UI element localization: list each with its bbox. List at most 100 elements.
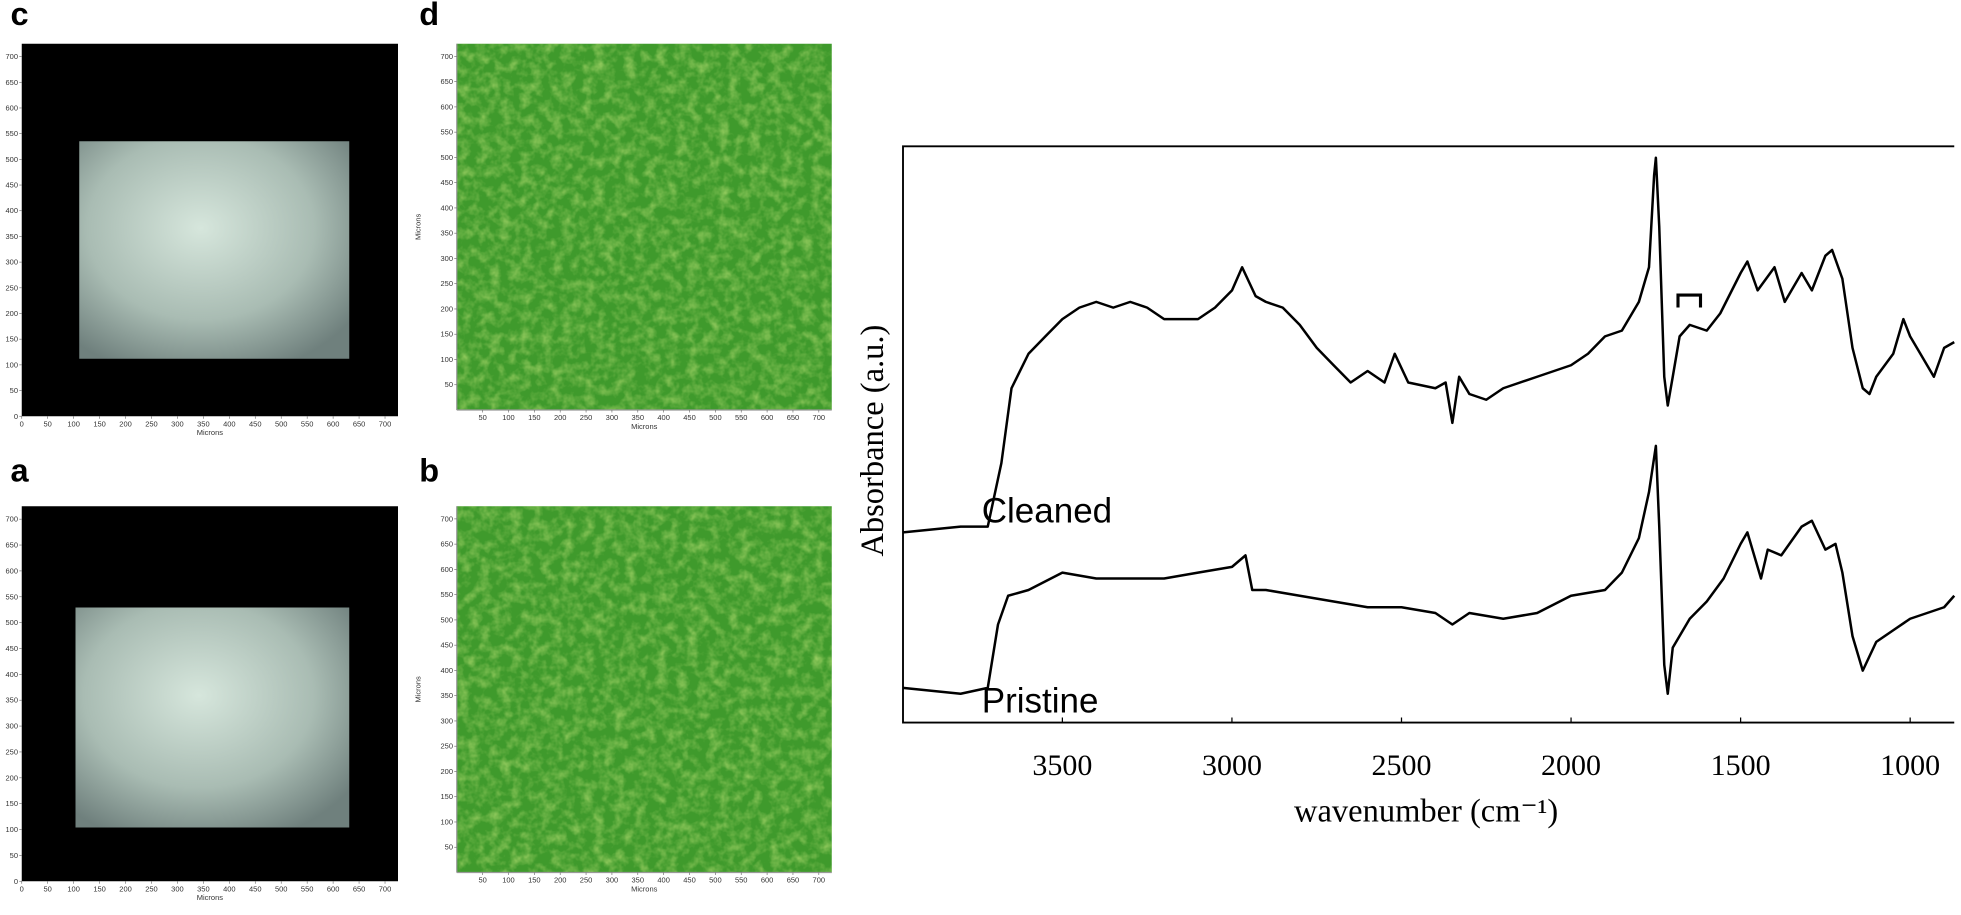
panel-label: a bbox=[11, 452, 30, 488]
x-tick-label: 250 bbox=[145, 884, 158, 893]
y-tick-label: 150 bbox=[440, 330, 453, 339]
y-tick-label: 500 bbox=[5, 155, 18, 164]
x-axis-label: wavenumber (cm⁻¹) bbox=[1294, 793, 1558, 829]
x-axis-label: Microns bbox=[197, 428, 224, 437]
x-tick-label: 300 bbox=[171, 884, 184, 893]
panel-label: c bbox=[11, 0, 29, 32]
spectrum-line bbox=[902, 156, 1955, 534]
y-axis-label: Microns bbox=[414, 676, 423, 703]
x-axis-label: Microns bbox=[197, 893, 224, 902]
x-tick-label: 600 bbox=[761, 413, 774, 422]
y-tick-label: 250 bbox=[5, 283, 18, 292]
micrograph bbox=[79, 141, 350, 359]
x-tick-label: 50 bbox=[44, 884, 52, 893]
x-tick-label: 550 bbox=[301, 419, 314, 428]
x-tick-label: 200 bbox=[554, 413, 567, 422]
x-tick-label: 600 bbox=[327, 419, 340, 428]
y-tick-label: 650 bbox=[5, 78, 18, 87]
x-tick-label: 650 bbox=[787, 413, 800, 422]
x-tick-label: 0 bbox=[20, 884, 24, 893]
y-tick-label: 450 bbox=[440, 641, 453, 650]
x-tick-label: 700 bbox=[813, 413, 826, 422]
y-tick-label: 200 bbox=[440, 304, 453, 313]
plot-frame bbox=[902, 145, 1955, 724]
y-axis-label: Absorbance (a.u.) bbox=[855, 325, 891, 557]
x-tick-label: 500 bbox=[275, 884, 288, 893]
y-tick-label: 50 bbox=[10, 386, 18, 395]
x-axis-label: Microns bbox=[631, 422, 658, 431]
y-tick-label: 650 bbox=[440, 540, 453, 549]
panel-label: b bbox=[419, 452, 439, 488]
y-tick-label: 300 bbox=[5, 722, 18, 731]
y-tick-label: 100 bbox=[440, 355, 453, 364]
y-tick-label: 50 bbox=[445, 380, 453, 389]
x-tick-label: 100 bbox=[502, 413, 515, 422]
y-tick-label: 100 bbox=[440, 817, 453, 826]
x-tick-label: 700 bbox=[379, 884, 392, 893]
y-tick-label: 400 bbox=[5, 670, 18, 679]
y-tick-label: 550 bbox=[5, 129, 18, 138]
x-tick-label: 650 bbox=[787, 876, 800, 885]
y-tick-label: 700 bbox=[5, 52, 18, 61]
x-tick-label: 250 bbox=[580, 876, 593, 885]
x-tick-label: 1500 bbox=[1711, 749, 1771, 782]
y-tick-label: 450 bbox=[5, 644, 18, 653]
y-tick-label: 0 bbox=[14, 412, 18, 421]
ir-map-texture bbox=[456, 43, 832, 410]
x-tick-label: 550 bbox=[735, 876, 748, 885]
x-tick-label: 600 bbox=[761, 876, 774, 885]
y-tick-label: 100 bbox=[5, 825, 18, 834]
y-tick-label: 400 bbox=[5, 206, 18, 215]
x-tick-label: 50 bbox=[478, 413, 486, 422]
y-tick-label: 550 bbox=[440, 128, 453, 137]
x-tick-label: 250 bbox=[145, 419, 158, 428]
x-tick-label: 350 bbox=[632, 876, 645, 885]
x-tick-label: 550 bbox=[301, 884, 314, 893]
y-tick-label: 250 bbox=[440, 279, 453, 288]
x-tick-label: 50 bbox=[44, 419, 52, 428]
x-tick-label: 300 bbox=[171, 419, 184, 428]
y-tick-label: 350 bbox=[440, 691, 453, 700]
x-tick-label: 3500 bbox=[1032, 749, 1092, 782]
y-tick-label: 100 bbox=[5, 360, 18, 369]
x-tick-label: 250 bbox=[580, 413, 593, 422]
y-tick-label: 350 bbox=[5, 232, 18, 241]
x-tick-label: 3000 bbox=[1202, 749, 1262, 782]
y-tick-label: 350 bbox=[5, 696, 18, 705]
x-tick-label: 100 bbox=[67, 884, 80, 893]
x-tick-label: 450 bbox=[683, 876, 696, 885]
x-tick-label: 2000 bbox=[1541, 749, 1601, 782]
x-tick-label: 600 bbox=[327, 884, 340, 893]
y-axis-label: Microns bbox=[414, 214, 423, 241]
x-tick-label: 150 bbox=[528, 876, 541, 885]
x-tick-label: 200 bbox=[554, 876, 567, 885]
x-tick-label: 450 bbox=[683, 413, 696, 422]
y-tick-label: 150 bbox=[5, 799, 18, 808]
x-tick-label: 400 bbox=[223, 419, 236, 428]
x-tick-label: 500 bbox=[709, 413, 722, 422]
y-tick-label: 600 bbox=[5, 566, 18, 575]
x-tick-label: 350 bbox=[632, 413, 645, 422]
y-tick-label: 300 bbox=[5, 258, 18, 267]
y-tick-label: 0 bbox=[14, 877, 18, 886]
x-tick-label: 650 bbox=[353, 884, 366, 893]
y-tick-label: 450 bbox=[5, 181, 18, 190]
x-tick-label: 650 bbox=[353, 419, 366, 428]
panel-label: d bbox=[419, 0, 439, 32]
x-tick-label: 50 bbox=[478, 876, 486, 885]
y-tick-label: 500 bbox=[440, 153, 453, 162]
series-label: Pristine bbox=[982, 682, 1099, 721]
x-tick-label: 500 bbox=[709, 876, 722, 885]
x-tick-label: 450 bbox=[249, 884, 262, 893]
y-tick-label: 150 bbox=[440, 792, 453, 801]
y-tick-label: 50 bbox=[10, 851, 18, 860]
y-tick-label: 600 bbox=[5, 103, 18, 112]
x-tick-label: 150 bbox=[528, 413, 541, 422]
y-tick-label: 300 bbox=[440, 254, 453, 263]
y-tick-label: 250 bbox=[5, 747, 18, 756]
x-tick-label: 400 bbox=[223, 884, 236, 893]
y-tick-label: 700 bbox=[440, 52, 453, 61]
micrograph bbox=[75, 607, 350, 828]
